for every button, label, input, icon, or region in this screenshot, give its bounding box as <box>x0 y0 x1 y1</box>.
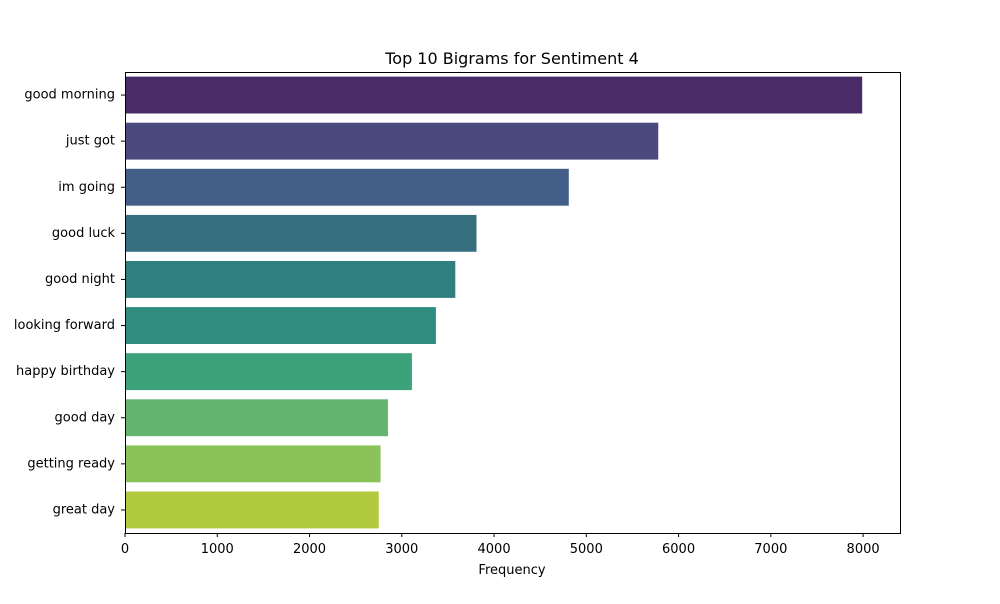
chart-title: Top 10 Bigrams for Sentiment 4 <box>384 49 639 68</box>
bar-just-got <box>125 122 659 160</box>
bar-looking-forward <box>125 307 436 344</box>
y-tick-label-getting-ready: getting ready <box>27 456 115 471</box>
plot-frame <box>125 72 901 534</box>
y-tick-label-good-morning: good morning <box>24 88 115 103</box>
y-tick-label-just-got: just got <box>65 134 115 149</box>
bar-good-day <box>125 399 388 437</box>
bar-im-going <box>125 168 569 206</box>
y-tick-label-looking-forward: looking forward <box>14 318 115 333</box>
y-tick-label-good-luck: good luck <box>52 226 116 241</box>
bar-getting-ready <box>125 445 381 483</box>
bar-happy-birthday <box>125 353 412 391</box>
x-tick-label-6000: 6000 <box>662 542 695 557</box>
bar-good-morning <box>125 76 863 114</box>
x-tick-label-5000: 5000 <box>570 542 603 557</box>
y-tick-label-happy-birthday: happy birthday <box>16 364 115 379</box>
bar-good-luck <box>125 214 477 252</box>
x-tick-label-1000: 1000 <box>201 542 234 557</box>
y-tick-label-good-night: good night <box>45 272 115 287</box>
x-tick-label-8000: 8000 <box>847 542 880 557</box>
x-tick-label-3000: 3000 <box>385 542 418 557</box>
bars-group <box>125 76 863 529</box>
x-axis-label: Frequency <box>478 563 545 578</box>
y-tick-label-good-day: good day <box>55 410 116 425</box>
y-tick-label-im-going: im going <box>58 180 115 195</box>
x-tick-label-4000: 4000 <box>478 542 511 557</box>
bar-good-night <box>125 261 456 298</box>
x-tick-label-2000: 2000 <box>293 542 326 557</box>
x-axis-ticks: 0 1000 2000 3000 4000 5000 6000 7000 8000 <box>121 533 880 557</box>
y-axis-ticks: good morning just got im going good luck goo… <box>14 88 125 517</box>
y-tick-label-great-day: great day <box>53 502 116 517</box>
x-tick-label-0: 0 <box>121 542 129 557</box>
bar-great-day <box>125 491 379 529</box>
x-tick-label-7000: 7000 <box>754 542 787 557</box>
